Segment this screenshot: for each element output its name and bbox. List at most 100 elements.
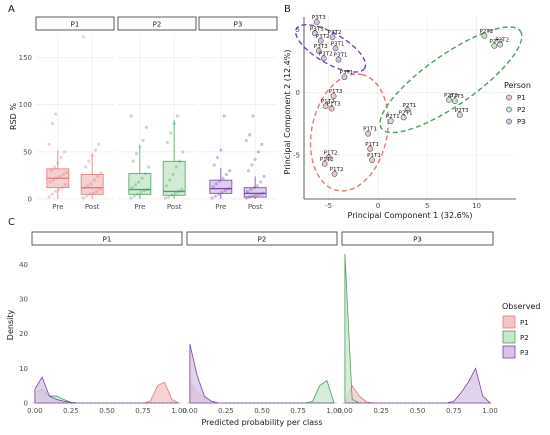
jitter-point bbox=[246, 169, 251, 173]
scatter-point-p1 bbox=[325, 154, 332, 161]
point-label: P3T3 bbox=[310, 26, 324, 32]
y-tick-label: 50 bbox=[23, 148, 32, 156]
jitter-point bbox=[176, 189, 181, 194]
jitter-point bbox=[214, 182, 219, 186]
y-tick-label: 5 bbox=[296, 26, 300, 34]
facet-strip-p1 bbox=[31, 231, 183, 246]
jitter-point bbox=[55, 176, 59, 180]
jitter-point bbox=[137, 180, 141, 184]
jitter-point bbox=[255, 184, 259, 188]
jitter-point bbox=[259, 180, 263, 184]
box-p1-post bbox=[80, 174, 104, 195]
legend-key-p1 bbox=[502, 315, 516, 329]
panel-letter-b: B bbox=[284, 4, 291, 15]
legend-label: P2 bbox=[520, 334, 529, 342]
jitter-point bbox=[248, 133, 252, 137]
jitter-point bbox=[49, 169, 53, 173]
y-tick-label: 0 bbox=[296, 89, 300, 97]
jitter-point bbox=[226, 187, 231, 191]
jitter-point bbox=[142, 188, 146, 193]
facet-strip-label: P3 bbox=[234, 21, 243, 29]
jitter-point bbox=[169, 131, 173, 135]
jitter-point bbox=[98, 187, 102, 192]
jitter-point bbox=[136, 192, 140, 196]
jitter-point bbox=[54, 189, 58, 194]
panel-letter-a: A bbox=[8, 4, 15, 15]
y-axis-title: Principal Component 2 (12.4%) bbox=[283, 50, 292, 175]
x-tick-label: 5 bbox=[425, 202, 429, 210]
y-tick-label: -5 bbox=[293, 152, 300, 160]
jitter-point bbox=[248, 195, 252, 199]
box-p3-post bbox=[243, 187, 267, 198]
scatter-point-p1 bbox=[321, 160, 328, 167]
density-area-p2 bbox=[344, 253, 491, 404]
scatter-point-p1 bbox=[322, 103, 329, 110]
jitter-point bbox=[134, 152, 139, 156]
x-tick-label: 1.00 bbox=[482, 407, 498, 415]
point-label: P3T2 bbox=[316, 34, 330, 40]
x-axis-title: Predicted probability per class bbox=[201, 418, 322, 427]
jitter-point bbox=[139, 190, 143, 194]
jitter-point bbox=[93, 148, 98, 152]
y-axis-title: Density bbox=[6, 310, 15, 341]
x-tick-label: 0 bbox=[376, 202, 380, 210]
point-label: P3T1 bbox=[339, 70, 353, 76]
jitter-point bbox=[165, 140, 170, 145]
panel-letter-c: C bbox=[8, 217, 15, 228]
jitter-point bbox=[50, 121, 54, 126]
jitter-point bbox=[47, 142, 51, 146]
jitter-point bbox=[210, 196, 214, 200]
jitter-point bbox=[85, 194, 89, 198]
x-tick-label: Post bbox=[248, 203, 263, 211]
point-label: P2T2 bbox=[495, 38, 509, 44]
jitter-point bbox=[144, 125, 149, 129]
point-label: P3T3 bbox=[312, 15, 326, 21]
jitter-point bbox=[180, 187, 184, 192]
y-tick-label: 40 bbox=[19, 261, 28, 269]
point-label: P3T2 bbox=[319, 51, 333, 57]
facet-strip-label: P1 bbox=[103, 236, 112, 244]
x-tick-label: Pre bbox=[52, 203, 63, 211]
jitter-point bbox=[167, 195, 171, 199]
scatter-point-p3 bbox=[329, 34, 336, 40]
scatter-point-p2 bbox=[387, 118, 394, 125]
x-tick-label: Pre bbox=[215, 203, 226, 211]
jitter-point bbox=[163, 196, 167, 200]
facet-strip-p2 bbox=[117, 16, 197, 31]
jitter-point bbox=[254, 193, 258, 197]
jitter-point bbox=[250, 163, 254, 167]
jitter-point bbox=[47, 195, 51, 199]
legend-key-p3 bbox=[502, 345, 516, 359]
scatter-point-p2 bbox=[451, 98, 458, 104]
jitter-point bbox=[164, 184, 169, 188]
jitter-point bbox=[173, 191, 177, 195]
jitter-point bbox=[97, 142, 101, 146]
x-tick-label: 0.75 bbox=[290, 407, 306, 415]
legend-label: P1 bbox=[517, 94, 526, 102]
jitter-point bbox=[213, 194, 217, 198]
jitter-point bbox=[58, 174, 62, 178]
ellipse-p3 bbox=[294, 24, 367, 73]
jitter-point bbox=[88, 192, 92, 196]
y-tick-label: 150 bbox=[19, 54, 32, 62]
x-tick-label: -5 bbox=[325, 202, 332, 210]
facet-strip-label: P3 bbox=[413, 236, 422, 244]
scatter-point-p3 bbox=[320, 55, 327, 62]
point-label: P1T3 bbox=[327, 102, 341, 108]
legend-key-p1 bbox=[506, 94, 512, 101]
legend-key-p3 bbox=[506, 118, 512, 125]
y-tick-label: 30 bbox=[19, 296, 28, 304]
x-tick-label: 0.00 bbox=[337, 407, 353, 415]
jitter-point bbox=[178, 159, 182, 163]
x-tick-label: Post bbox=[167, 203, 182, 211]
jitter-point bbox=[211, 185, 215, 189]
scatter-point-p2 bbox=[491, 42, 498, 49]
point-label: P3T2 bbox=[328, 30, 342, 36]
jitter-point bbox=[129, 196, 133, 200]
x-tick-label: 0.00 bbox=[27, 407, 43, 415]
x-tick-label: 1.00 bbox=[326, 407, 342, 415]
jitter-point bbox=[181, 150, 185, 154]
y-tick-label: 0 bbox=[24, 400, 28, 408]
facet-strip-p1 bbox=[35, 16, 115, 31]
x-tick-label: 0.50 bbox=[99, 407, 115, 415]
